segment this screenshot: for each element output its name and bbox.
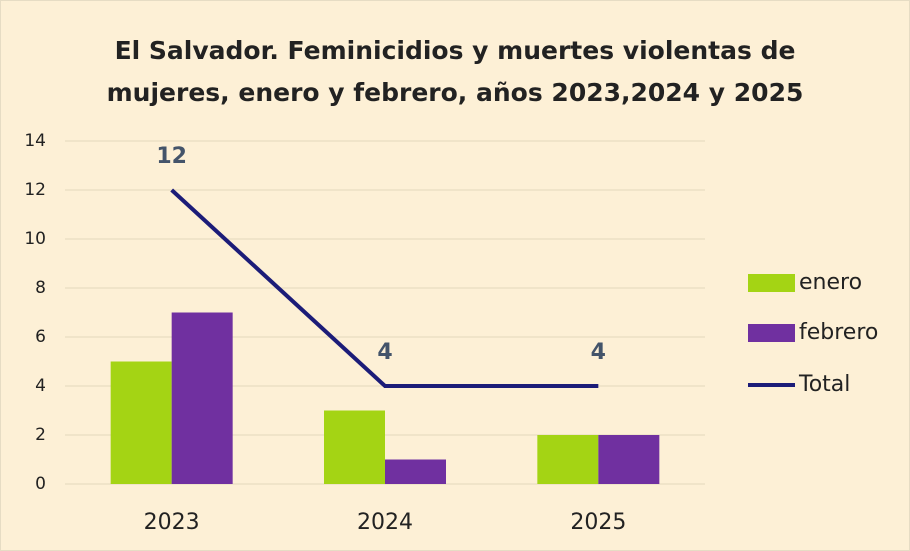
bar [110,361,172,484]
data-label: 12 [156,144,187,169]
chart-title: El Salvador. Feminicidios y muertes viol… [115,36,796,65]
y-tick-label: 0 [35,474,46,494]
x-tick-label: 2024 [357,510,413,535]
x-tick-label: 2023 [144,510,200,535]
x-tick-label: 2025 [570,510,626,535]
y-tick-label: 10 [24,229,46,249]
chart-title: mujeres, enero y febrero, años 2023,2024… [107,78,804,107]
legend-swatch [748,324,795,342]
y-tick-label: 12 [24,180,46,200]
bar [385,459,446,484]
y-tick-label: 6 [35,327,46,347]
bar [537,435,599,484]
y-tick-label: 2 [35,425,46,445]
legend-label: Total [798,372,850,397]
data-label: 4 [377,340,392,365]
legend-swatch [748,274,795,292]
bar [171,312,233,484]
legend-label: febrero [799,320,878,345]
bar [324,410,385,484]
bar [598,435,660,484]
y-tick-label: 8 [35,278,46,298]
line-series [170,188,599,388]
data-label: 4 [591,340,606,365]
y-tick-label: 4 [35,376,46,396]
legend-label: enero [799,270,862,295]
y-tick-label: 14 [24,131,46,151]
